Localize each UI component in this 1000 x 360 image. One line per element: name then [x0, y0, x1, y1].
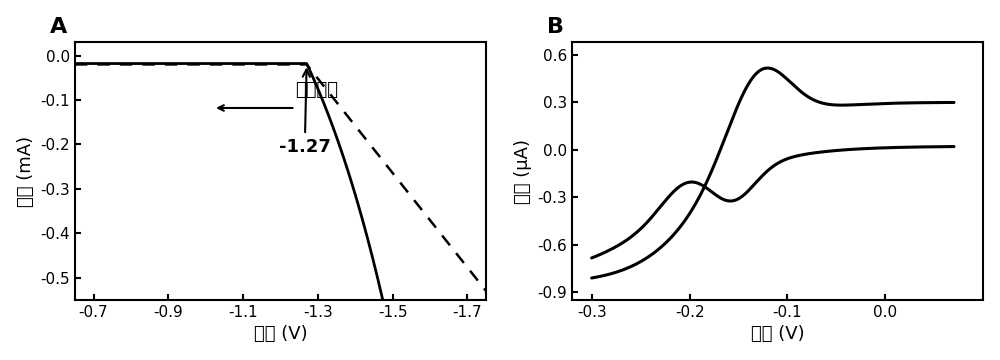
- Y-axis label: 电流 (mA): 电流 (mA): [17, 135, 35, 207]
- Text: A: A: [50, 17, 67, 37]
- X-axis label: 电压 (V): 电压 (V): [751, 325, 805, 343]
- Text: 阴极扫描: 阴极扫描: [295, 81, 338, 99]
- Y-axis label: 电流 (μA): 电流 (μA): [514, 139, 532, 203]
- Text: B: B: [547, 17, 564, 37]
- X-axis label: 电压 (V): 电压 (V): [254, 325, 307, 343]
- Text: -1.27: -1.27: [279, 69, 331, 156]
